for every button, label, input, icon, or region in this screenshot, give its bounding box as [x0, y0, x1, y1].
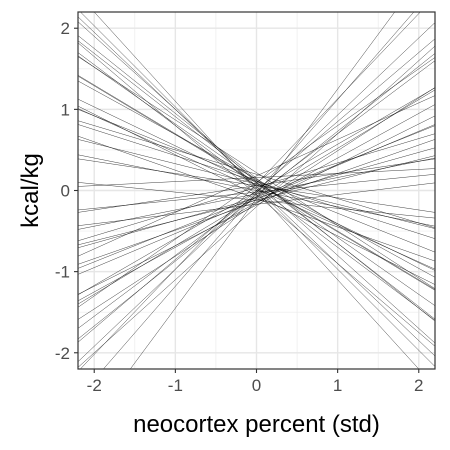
series-line-32 [78, 109, 435, 253]
series-line-39 [78, 168, 435, 187]
series-line-19 [78, 135, 435, 262]
series-line-46 [78, 147, 435, 249]
x-tick-label: -2 [87, 376, 102, 395]
y-tick-label: -1 [55, 263, 70, 282]
x-axis-title: neocortex percent (std) [133, 411, 380, 438]
series-line-3 [78, 35, 435, 322]
series-line-49 [78, 40, 435, 320]
series-line-47 [78, 124, 435, 239]
series-line-30 [78, 52, 435, 321]
series-line-35 [78, 158, 435, 213]
series-line-42 [78, 53, 435, 340]
y-tick-label: 0 [61, 182, 70, 201]
series-line-7 [78, 108, 435, 270]
series-lines [78, 12, 435, 369]
series-line-48 [78, 87, 435, 296]
series-line-22 [78, 87, 435, 320]
y-tick-labels: -2 -1 0 1 2 [55, 19, 70, 363]
series-line-45 [78, 98, 435, 271]
series-line-9 [78, 120, 435, 229]
series-line-26 [78, 139, 435, 229]
series-line-41 [80, 12, 435, 367]
x-tick-label: 0 [252, 376, 261, 395]
x-tick-label: -1 [168, 376, 183, 395]
series-line-38 [78, 182, 435, 219]
series-line-37 [78, 57, 435, 308]
series-line-34 [78, 154, 435, 227]
series-line-29 [78, 22, 435, 362]
x-tick-label: 1 [333, 376, 342, 395]
series-line-44 [78, 124, 435, 275]
series-line-36 [78, 42, 435, 347]
series-line-20 [78, 133, 435, 242]
series-line-33 [78, 139, 435, 265]
y-tick-label: 1 [61, 100, 70, 119]
series-line-50 [78, 182, 435, 226]
series-line-24 [78, 80, 435, 278]
series-line-43 [78, 75, 435, 291]
x-tick-labels: -2 -1 0 1 2 [87, 376, 424, 395]
y-axis-title: kcal/kg [17, 153, 44, 228]
series-line-14 [78, 45, 435, 368]
series-line-27 [78, 115, 435, 295]
x-tick-label: 2 [414, 376, 423, 395]
series-line-28 [78, 56, 435, 289]
series-line-40 [103, 12, 415, 369]
y-tick-label: 2 [61, 19, 70, 38]
axis-ticks [74, 27, 420, 373]
series-line-31 [78, 89, 435, 305]
y-tick-label: -2 [55, 344, 70, 363]
series-line-25 [78, 157, 435, 230]
grid-major [78, 12, 435, 369]
